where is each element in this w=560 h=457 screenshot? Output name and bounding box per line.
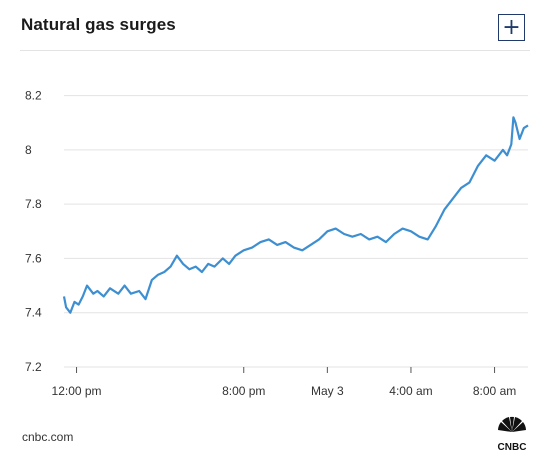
x-tick-label: May 3 [311,384,344,398]
y-tick-label: 8.2 [25,89,42,103]
x-tick-label: 4:00 am [389,384,432,398]
x-axis: 12:00 pm 8:00 pm May 3 4:00 am 8:00 am [52,367,516,398]
grid-lines [64,95,528,368]
x-tick-label: 12:00 pm [52,384,102,398]
y-tick-label: 7.8 [25,197,42,211]
cnbc-logo-icon: CNBC [498,416,527,452]
expand-button[interactable]: + [498,14,525,41]
logo-text: CNBC [498,442,527,452]
source-label: cnbc.com [22,430,74,444]
y-tick-label: 7.2 [25,360,42,374]
series-line [62,116,529,314]
y-axis: 7.2 7.4 7.6 7.8 8 8.2 [25,89,42,374]
chart-title: Natural gas surges [21,15,176,34]
y-tick-label: 8 [25,143,32,157]
x-tick-label: 8:00 pm [222,384,265,398]
header-divider [20,50,530,51]
x-tick-label: 8:00 am [473,384,516,398]
y-tick-label: 7.6 [25,251,42,265]
y-tick-label: 7.4 [25,306,42,320]
